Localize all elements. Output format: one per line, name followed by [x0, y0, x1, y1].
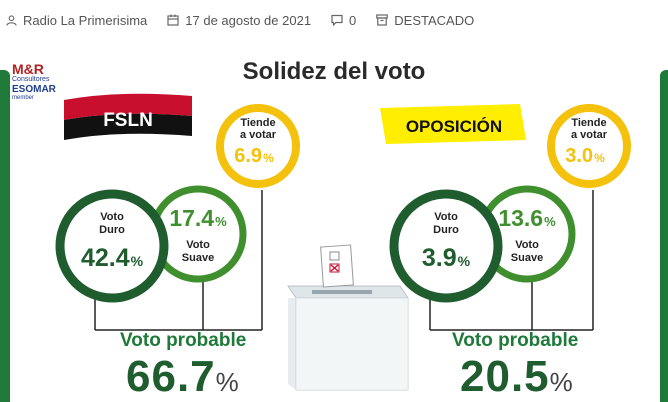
opposition-suave-label2: Suave	[511, 252, 543, 264]
opposition-suave-circle: 13.6% Voto Suave	[478, 185, 576, 283]
svg-text:42.4%: 42.4%	[81, 244, 144, 272]
pct-symbol: %	[263, 151, 274, 165]
logo-subtitle: Consultores	[12, 76, 50, 83]
fsln-tiende-circle: Tiende a votar 6.9%	[216, 104, 300, 188]
category-name: DESTACADO	[394, 12, 475, 28]
fsln-tiende-label2: a votar	[240, 129, 277, 141]
opposition-probable-number: 20.5%	[460, 352, 574, 402]
fsln-suave-label2: Suave	[182, 252, 214, 264]
svg-text:3.0%: 3.0%	[565, 145, 605, 167]
meta-category[interactable]: DESTACADO	[376, 13, 474, 28]
opposition-suave-label1: Voto	[515, 239, 539, 251]
fsln-label: FSLN	[103, 110, 153, 131]
post-meta-bar: Radio La Primerisima 17 de agosto de 202…	[0, 0, 668, 40]
pct-symbol: %	[549, 367, 574, 397]
meta-date[interactable]: 17 de agosto de 2021	[167, 13, 311, 28]
opposition-tiende-label1: Tiende	[571, 117, 606, 129]
fsln-tiende-value: 6.9	[234, 145, 262, 167]
post-date: 17 de agosto de 2021	[185, 12, 312, 28]
opposition-suave-value: 13.6	[498, 205, 543, 231]
fsln-probable-number: 66.7%	[126, 352, 240, 402]
fsln-flag: FSLN	[64, 93, 192, 140]
comment-icon	[331, 14, 343, 26]
ballot-box-illustration	[287, 244, 409, 391]
fsln-duro-label1: Voto	[100, 211, 124, 223]
svg-text:6.9%: 6.9%	[234, 145, 274, 167]
vote-solidity-infographic: M&R Consultores ESOMAR member Solidez de…	[0, 40, 668, 402]
calendar-icon	[167, 14, 179, 26]
person-icon	[6, 14, 17, 26]
fsln-duro-label2: Duro	[99, 224, 125, 236]
pct-symbol: %	[594, 151, 605, 165]
pct-symbol: %	[215, 214, 227, 229]
opposition-probable-label: Voto probable	[452, 330, 579, 351]
pct-symbol: %	[215, 367, 240, 397]
logo-name: M&R	[12, 61, 44, 77]
infographic-graphics: FSLN OPOSICIÓN Tiende a votar 6.9%	[55, 93, 631, 391]
mr-logo: M&R Consultores ESOMAR member	[12, 62, 60, 102]
svg-text:3.9%: 3.9%	[422, 244, 471, 272]
left-accent-bar	[0, 70, 10, 402]
meta-comments[interactable]: 0	[331, 13, 356, 28]
opposition-duro-label1: Voto	[434, 211, 458, 223]
opposition-label: OPOSICIÓN	[406, 117, 502, 136]
logo-esomar: ESOMAR	[12, 84, 56, 95]
svg-text:17.4%: 17.4%	[169, 205, 227, 231]
archive-icon	[376, 14, 389, 26]
logo-member: member	[12, 95, 35, 101]
opposition-duro-value: 3.9	[422, 244, 457, 272]
opposition-tiende-value: 3.0	[565, 145, 593, 167]
fsln-suave-label1: Voto	[186, 239, 210, 251]
author-name: Radio La Primerisima	[23, 12, 148, 28]
fsln-suave-value: 17.4	[169, 205, 214, 231]
opposition-banner: OPOSICIÓN	[380, 104, 526, 144]
right-accent-bar	[660, 70, 668, 402]
opposition-duro-label2: Duro	[433, 224, 459, 236]
svg-text:13.6%: 13.6%	[498, 205, 556, 231]
opposition-duro-circle: Voto Duro 3.9%	[389, 189, 503, 303]
pct-symbol: %	[458, 253, 471, 269]
infographic-title: Solidez del voto	[242, 58, 426, 85]
fsln-duro-value: 42.4	[81, 244, 130, 272]
fsln-suave-circle: 17.4% Voto Suave	[149, 185, 247, 283]
opposition-probable-value: 20.5	[460, 352, 550, 401]
opposition-tiende-circle: Tiende a votar 3.0%	[547, 104, 631, 188]
fsln-duro-circle: Voto Duro 42.4%	[55, 189, 169, 303]
comment-count: 0	[349, 12, 357, 28]
meta-author[interactable]: Radio La Primerisima	[6, 13, 147, 28]
fsln-probable-label: Voto probable	[120, 330, 247, 351]
pct-symbol: %	[544, 214, 556, 229]
fsln-tiende-label1: Tiende	[240, 117, 275, 129]
pct-symbol: %	[131, 253, 144, 269]
fsln-probable-value: 66.7	[126, 352, 216, 401]
opposition-tiende-label2: a votar	[571, 129, 608, 141]
